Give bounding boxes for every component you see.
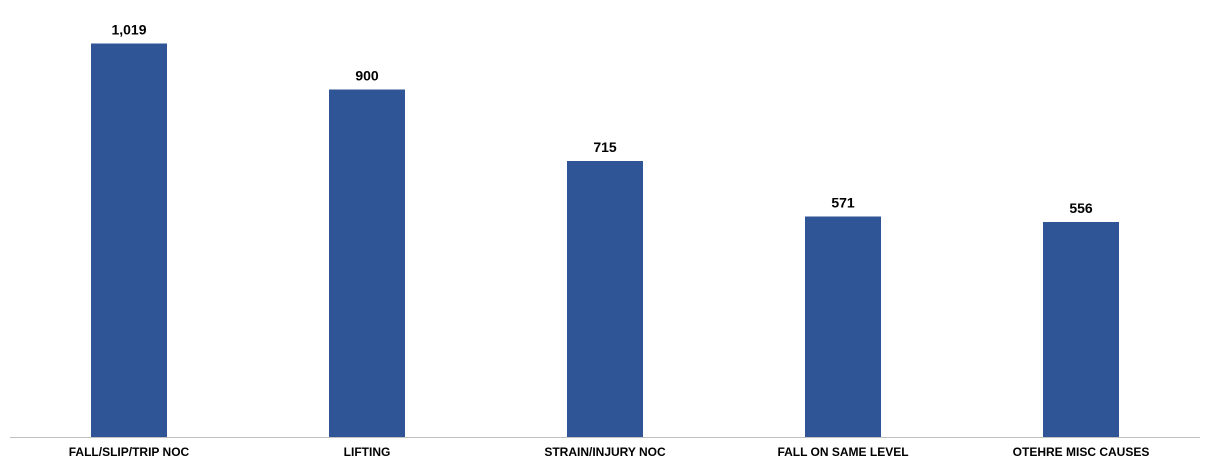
- value-label-1: 1,019: [111, 21, 146, 37]
- bar-2: [329, 89, 405, 438]
- value-labels-group: 1,019 900 715 571 556: [111, 21, 1092, 216]
- category-label-1: FALL/SLIP/TRIP NOC: [69, 445, 190, 459]
- bar-3: [567, 160, 643, 438]
- bar-4: [805, 216, 881, 437]
- category-label-4: FALL ON SAME LEVEL: [777, 445, 908, 459]
- value-label-3: 715: [593, 139, 617, 155]
- category-labels-group: FALL/SLIP/TRIP NOC LIFTING STRAIN/INJURY N…: [69, 445, 1150, 459]
- category-label-5: OTEHRE MISC CAUSES: [1013, 445, 1150, 459]
- value-label-4: 571: [831, 194, 855, 210]
- bars-group: [91, 43, 1119, 438]
- category-label-2: LIFTING: [344, 445, 391, 459]
- bar-5: [1043, 222, 1119, 437]
- value-label-5: 556: [1069, 200, 1093, 216]
- value-label-2: 900: [355, 67, 379, 83]
- bar-1: [91, 43, 167, 438]
- category-label-3: STRAIN/INJURY NOC: [544, 445, 666, 459]
